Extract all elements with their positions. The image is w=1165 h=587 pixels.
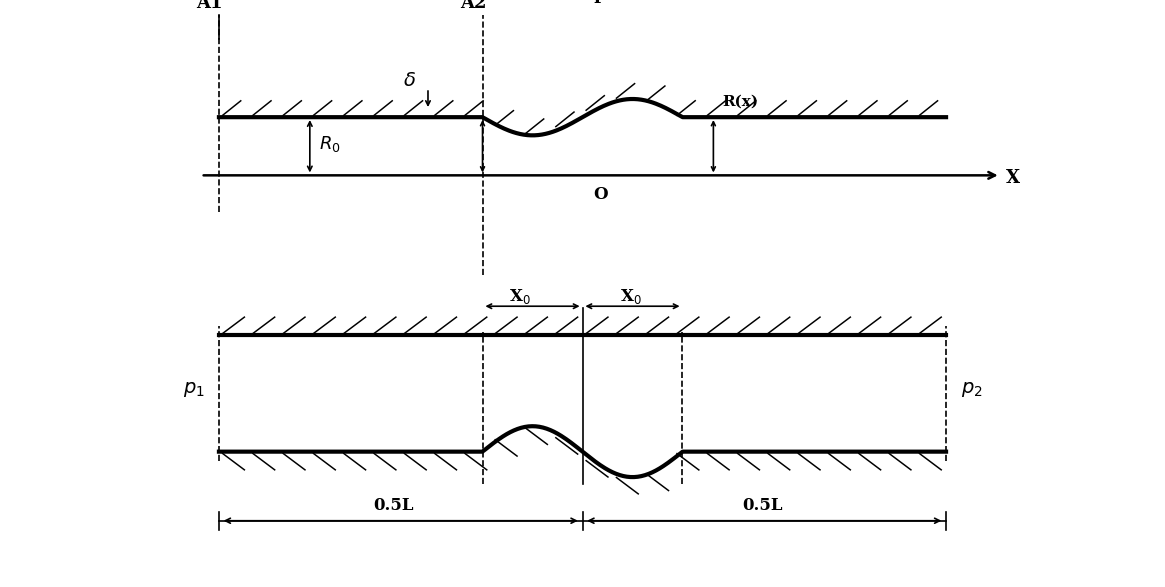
Text: 0.5L: 0.5L: [742, 497, 783, 514]
Text: O: O: [593, 186, 608, 203]
Text: X$_0$: X$_0$: [509, 287, 530, 306]
Text: A2: A2: [460, 0, 487, 12]
Text: X$_0$: X$_0$: [620, 287, 642, 306]
Text: X: X: [1007, 168, 1021, 187]
Text: $p_1$: $p_1$: [183, 380, 204, 400]
Text: $p_2$: $p_2$: [961, 380, 982, 400]
Text: $R_0$: $R_0$: [319, 134, 340, 154]
Text: A1: A1: [197, 0, 224, 12]
Text: 0.5L: 0.5L: [374, 497, 414, 514]
Text: $\delta$: $\delta$: [403, 72, 416, 90]
Text: r: r: [593, 0, 603, 6]
Text: R(x): R(x): [722, 95, 758, 109]
